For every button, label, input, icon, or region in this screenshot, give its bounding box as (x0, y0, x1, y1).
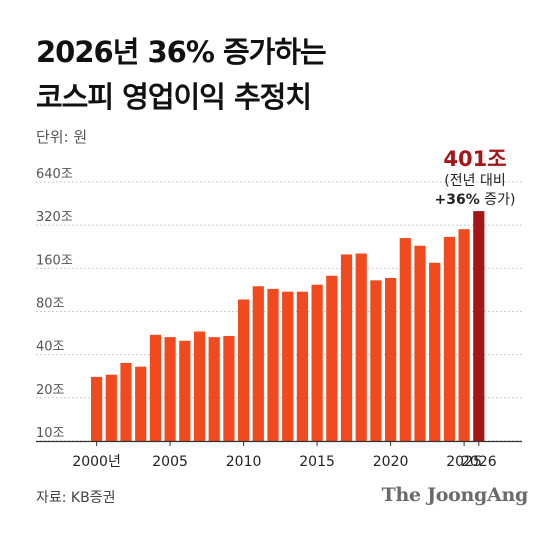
bar (164, 337, 176, 441)
bar (385, 277, 397, 441)
y-tick-label: 20조 (36, 383, 65, 398)
title-line-1: 2026년 36% 증가하는 (36, 35, 327, 69)
bar (326, 275, 338, 441)
bar (399, 238, 411, 441)
x-tick-label: 2020 (373, 454, 409, 470)
bar (179, 340, 191, 441)
callout-note-line-1: (전년 대비 (444, 173, 506, 189)
y-tick-label: 160조 (36, 253, 73, 268)
source-text: 자료: KB증권 (36, 490, 116, 506)
x-tick-label: 2010 (226, 454, 262, 470)
bar (296, 291, 308, 441)
bar (91, 376, 103, 441)
bar (443, 236, 455, 441)
publisher-logo: The JoongAng (381, 484, 529, 506)
x-tick-label: 2026 (461, 454, 497, 470)
x-tick-label: 2025 (446, 454, 482, 470)
bar (414, 245, 426, 441)
y-tick-label: 640조 (36, 167, 73, 182)
y-tick-label: 10조 (36, 426, 65, 441)
callout-percent: +36% (434, 192, 480, 208)
y-tick-label: 80조 (36, 297, 65, 312)
bar (282, 291, 294, 441)
bar (458, 229, 470, 441)
bar (149, 334, 161, 441)
bar (120, 362, 132, 441)
bar (223, 335, 235, 441)
bar (238, 299, 250, 441)
title-line-2: 코스피 영업이익 추정치 (36, 80, 312, 114)
callout-note-rest: 증가) (479, 192, 516, 208)
chart-title: 2026년 36% 증가하는 코스피 영업이익 추정치 (36, 30, 327, 120)
callout-note-line-2: +36% 증가) (420, 191, 530, 210)
y-tick-label: 40조 (36, 340, 65, 355)
bar (208, 337, 220, 441)
bar (429, 262, 441, 441)
bar (311, 284, 323, 441)
bar (340, 254, 353, 441)
bar (267, 288, 279, 441)
bar (105, 374, 117, 441)
x-tick-label: 2015 (299, 454, 335, 470)
bar (355, 253, 367, 441)
highlight-bar (473, 211, 485, 441)
bar (252, 286, 264, 441)
unit-label: 단위: 원 (36, 128, 88, 146)
bar (135, 366, 147, 441)
bar (370, 280, 382, 441)
x-tick-label: 2005 (152, 454, 188, 470)
x-tick-label: 2000년 (72, 454, 121, 470)
callout-value: 401조 (443, 147, 507, 171)
highlight-callout: 401조 (전년 대비 +36% 증가) (420, 146, 530, 210)
bar (193, 331, 206, 441)
y-tick-label: 320조 (36, 210, 73, 225)
